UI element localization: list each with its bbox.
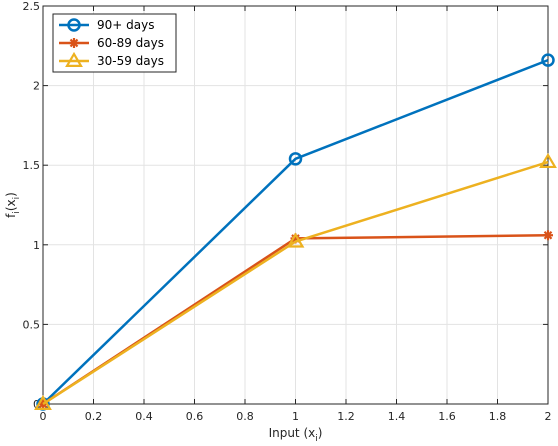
y-tick-label: 2.5	[23, 0, 41, 13]
legend-label: 90+ days	[97, 18, 154, 32]
data-point	[539, 152, 557, 169]
x-tick-label: 1.8	[489, 410, 507, 423]
legend-item: 30-59 days	[59, 51, 164, 68]
data-point	[288, 152, 303, 166]
x-tick-label: 1.4	[388, 410, 406, 423]
y-axis-label: fi(xi)	[4, 192, 22, 218]
y-tick-label: 2	[33, 80, 40, 93]
x-tick-label: 1.6	[438, 410, 456, 423]
series-line	[42, 160, 549, 406]
legend: 90+ days 60-89 days 30-59 days	[52, 13, 177, 73]
series-line	[42, 58, 549, 405]
legend-item: 60-89 days	[59, 36, 164, 50]
x-tick-label: 1.2	[337, 410, 355, 423]
data-point	[286, 232, 305, 248]
x-tick-label: 0.2	[85, 410, 103, 423]
legend-label: 60-89 days	[97, 36, 164, 50]
x-tick-label: 0	[40, 410, 47, 423]
x-axis-label: Input (xi)	[269, 426, 323, 444]
y-axis-label-main: f	[4, 213, 18, 218]
y-tick-label: 1.5	[23, 159, 41, 172]
y-tick-label: 0.5	[23, 318, 41, 331]
legend-marker	[65, 51, 83, 68]
series-3	[34, 152, 557, 410]
data-point	[34, 394, 52, 410]
axis-ticks: 0 0.2 0.4 0.6 0.8 1 1.2 1.4 1.6 1.8 200.511.522.5	[23, 0, 552, 423]
y-tick-label: 1	[33, 239, 40, 252]
y-axis-label-mid: (x	[4, 199, 18, 211]
legend-label: 30-59 days	[97, 54, 164, 68]
x-tick-label: 1	[292, 410, 299, 423]
x-tick-label: 0.6	[186, 410, 204, 423]
y-axis-label-subscript-2: i	[12, 197, 22, 200]
data-point	[543, 230, 553, 241]
x-axis-label-main: Input (x	[269, 426, 316, 440]
data-point	[541, 53, 555, 67]
series-layer	[34, 53, 557, 411]
x-tick-label: 2	[545, 410, 552, 423]
legend-marker	[67, 18, 81, 32]
legend-marker	[69, 38, 79, 48]
x-tick-label: 0.4	[135, 410, 153, 423]
y-axis-label-subscript-1: i	[12, 211, 22, 214]
x-tick-label: 0.8	[236, 410, 254, 423]
x-axis-label-subscript: i	[315, 434, 318, 444]
x-axis-label-close: )	[318, 426, 323, 440]
y-axis-label-close: )	[4, 192, 18, 197]
legend-item: 90+ days	[59, 18, 154, 32]
